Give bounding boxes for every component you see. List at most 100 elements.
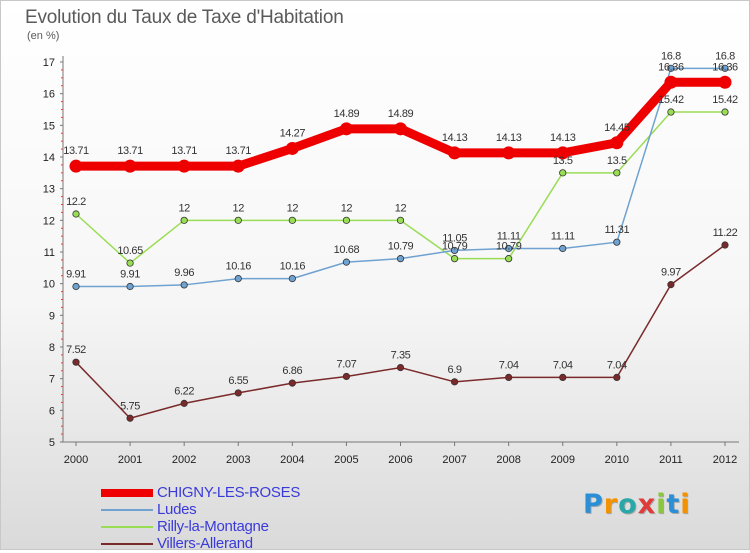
- data-label: 5.75: [120, 400, 140, 412]
- data-label: 9.91: [66, 269, 86, 281]
- data-point: [123, 159, 137, 173]
- data-point: [180, 281, 188, 289]
- y-tick-label: 8: [49, 342, 55, 354]
- x-tick-label: 2004: [280, 454, 304, 466]
- data-label: 6.22: [174, 385, 194, 397]
- data-point: [613, 373, 621, 381]
- x-tick-label: 2012: [713, 454, 737, 466]
- data-point: [72, 358, 80, 366]
- x-tick-label: 2011: [659, 454, 683, 466]
- data-label: 10.68: [334, 244, 360, 256]
- data-point: [69, 159, 83, 173]
- data-point: [613, 169, 621, 177]
- data-label: 16.36: [712, 61, 738, 73]
- legend-swatch: [101, 489, 153, 497]
- data-label: 12: [233, 202, 245, 214]
- y-tick-label: 6: [49, 405, 55, 417]
- data-point: [721, 108, 729, 116]
- x-tick-label: 2002: [172, 454, 196, 466]
- logo-letter: x: [637, 489, 657, 520]
- data-point: [394, 122, 407, 136]
- data-point: [72, 282, 80, 291]
- data-point: [450, 246, 459, 255]
- logo-letter: t: [666, 489, 681, 520]
- data-label: 13.71: [63, 145, 89, 157]
- data-label: 12: [287, 202, 299, 214]
- data-point: [505, 255, 513, 263]
- data-label: 14.13: [550, 132, 576, 144]
- data-label: 11.05: [442, 232, 467, 244]
- data-point: [721, 241, 729, 249]
- data-label: 12: [395, 202, 407, 214]
- logo-letter: i: [656, 489, 667, 520]
- y-tick-label: 15: [43, 120, 55, 132]
- legend-item-ludes: Ludes: [101, 501, 361, 519]
- data-label: 11.22: [713, 227, 738, 239]
- data-point: [234, 216, 242, 224]
- data-label: 14.27: [280, 127, 306, 139]
- x-tick-label: 2007: [442, 454, 466, 466]
- data-label: 9.97: [661, 267, 681, 279]
- data-label: 10.79: [442, 241, 468, 253]
- legend-label: Villers-Allerand: [157, 535, 253, 552]
- data-label: 9.91: [120, 269, 140, 281]
- y-tick-label: 14: [43, 152, 55, 164]
- data-point: [396, 216, 405, 224]
- data-label: 14.13: [442, 132, 468, 144]
- data-point: [288, 216, 296, 224]
- y-tick-label: 10: [43, 279, 55, 291]
- data-label: 6.9: [448, 364, 462, 376]
- legend-swatch: [101, 543, 153, 545]
- legend-label: Rilly-la-Montagne: [157, 518, 269, 535]
- legend-label: CHIGNY-LES-ROSES: [157, 484, 301, 501]
- data-point: [559, 244, 567, 253]
- y-tick-label: 5: [49, 437, 55, 449]
- data-point: [505, 373, 513, 381]
- data-point: [505, 244, 513, 253]
- x-tick-label: 2000: [64, 454, 88, 466]
- legend: CHIGNY-LES-ROSES Ludes Rilly-la-Montagne Vi…: [101, 484, 361, 553]
- x-tick-label: 2003: [226, 454, 250, 466]
- data-point: [126, 259, 134, 267]
- data-point: [180, 216, 188, 224]
- data-point: [234, 389, 242, 397]
- x-tick-label: 2010: [605, 454, 629, 466]
- data-label: 16.8: [661, 50, 681, 62]
- chart-unit: (en %): [27, 30, 60, 42]
- data-label: 16.8: [715, 50, 735, 62]
- y-tick-label: 16: [43, 89, 55, 101]
- data-point: [559, 373, 567, 381]
- data-point: [342, 216, 351, 224]
- data-point: [396, 363, 405, 372]
- y-tick-label: 13: [43, 184, 55, 196]
- data-point: [288, 274, 296, 283]
- data-label: 13.71: [225, 145, 251, 157]
- data-point: [180, 399, 188, 407]
- data-point: [177, 159, 191, 173]
- logo-letter: r: [603, 489, 619, 520]
- data-label: 7.04: [607, 359, 627, 371]
- x-tick-label: 2001: [118, 454, 142, 466]
- x-tick-label: 2005: [334, 454, 358, 466]
- series-lines: [69, 64, 732, 422]
- data-point: [667, 281, 675, 289]
- data-label: 13.71: [171, 145, 197, 157]
- data-label: 7.35: [391, 350, 411, 362]
- axes: 5 6 7 8 9 10 11 12 13 14 15 16 17 2000 2001 2002 2003 200…: [43, 56, 739, 466]
- logo-letter: o: [618, 489, 638, 520]
- data-label: 7.07: [337, 358, 357, 370]
- chart-title: Evolution du Taux de Taxe d'Habitation: [25, 7, 344, 28]
- x-tick-label: 2009: [551, 454, 575, 466]
- y-tick-label: 17: [43, 57, 55, 69]
- data-label: 7.52: [66, 344, 86, 356]
- data-point: [450, 255, 459, 263]
- data-point: [556, 146, 570, 160]
- data-label: 10.79: [388, 241, 414, 253]
- x-tick-label: 2006: [388, 454, 412, 466]
- data-point: [721, 64, 729, 72]
- data-label: 11.11: [497, 231, 521, 243]
- data-point: [448, 146, 462, 160]
- series-line-ludes: [76, 67, 725, 288]
- legend-swatch: [101, 526, 153, 528]
